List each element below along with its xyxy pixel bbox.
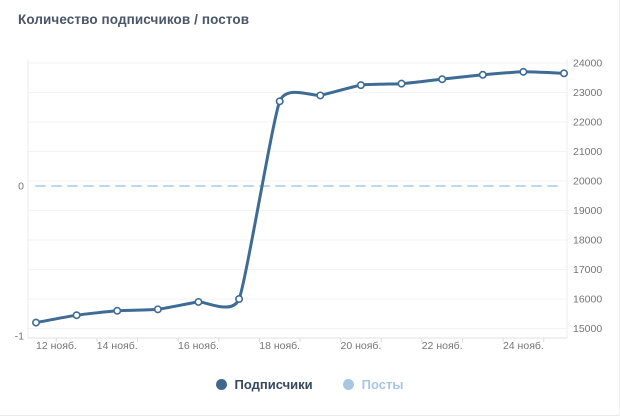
- gridlines: [28, 62, 567, 329]
- data-point-marker[interactable]: [559, 69, 568, 78]
- x-axis-label: 14 нояб.: [97, 340, 138, 352]
- data-point-marker[interactable]: [113, 306, 122, 315]
- y-axis-right-label: 23000: [573, 87, 602, 99]
- subscribers-series-dot-icon: [215, 379, 227, 390]
- y-axis-left-label: 0: [18, 181, 24, 193]
- chart-legend: Подписчики Посты: [0, 377, 619, 392]
- data-point-marker[interactable]: [519, 67, 528, 76]
- x-axis-label: 22 нояб.: [422, 340, 463, 352]
- data-point-marker[interactable]: [356, 81, 365, 90]
- data-point-marker[interactable]: [316, 91, 325, 100]
- x-axis-labels: 12 нояб. 14 нояб. 16 нояб. 18 нояб. 20 нояб.…: [36, 340, 544, 352]
- y-axis-right-label: 19000: [573, 205, 602, 217]
- legend-item-subscribers[interactable]: Подписчики: [215, 377, 313, 392]
- legend-item-posts[interactable]: Посты: [342, 377, 404, 392]
- x-axis-label: 18 нояб.: [259, 340, 300, 352]
- y-axis-right-label: 22000: [573, 117, 602, 129]
- x-axis-label: 12 нояб.: [36, 340, 77, 352]
- legend-label-posts: Посты: [361, 377, 404, 392]
- y-axis-right-label: 16000: [573, 294, 602, 306]
- x-axis-label: 24 нояб.: [503, 340, 544, 352]
- data-point-marker[interactable]: [235, 294, 244, 303]
- data-point-marker[interactable]: [275, 97, 284, 106]
- y-axis-right-label: 24000: [573, 58, 602, 70]
- y-axis-right-labels: 24000 23000 22000 21000 20000 19000 18000 17000…: [573, 58, 602, 336]
- y-axis-right-label: 17000: [573, 264, 602, 276]
- axis-lines: [27, 59, 568, 342]
- y-axis-left-label: -1: [15, 331, 24, 343]
- data-point-marker[interactable]: [194, 297, 203, 306]
- posts-series-dot-icon: [342, 379, 354, 390]
- data-point-marker[interactable]: [397, 79, 406, 88]
- data-point-marker[interactable]: [153, 305, 162, 314]
- data-point-markers: [31, 67, 568, 327]
- data-point-marker[interactable]: [31, 318, 40, 327]
- legend-label-subscribers: Подписчики: [234, 377, 313, 392]
- x-axis-label: 20 нояб.: [340, 340, 381, 352]
- y-axis-right-label: 20000: [573, 176, 602, 188]
- y-axis-right-label: 21000: [573, 146, 602, 158]
- y-axis-left-labels: 0 -1: [15, 181, 25, 343]
- data-point-marker[interactable]: [478, 70, 487, 79]
- chart-title: Количество подписчиков / постов: [18, 12, 250, 27]
- data-point-marker[interactable]: [72, 311, 81, 320]
- data-point-marker[interactable]: [438, 75, 447, 84]
- x-axis-label: 16 нояб.: [178, 340, 219, 352]
- y-axis-right-label: 15000: [573, 323, 602, 335]
- y-axis-right-label: 18000: [573, 235, 602, 247]
- subscribers-line-series: [34, 70, 566, 325]
